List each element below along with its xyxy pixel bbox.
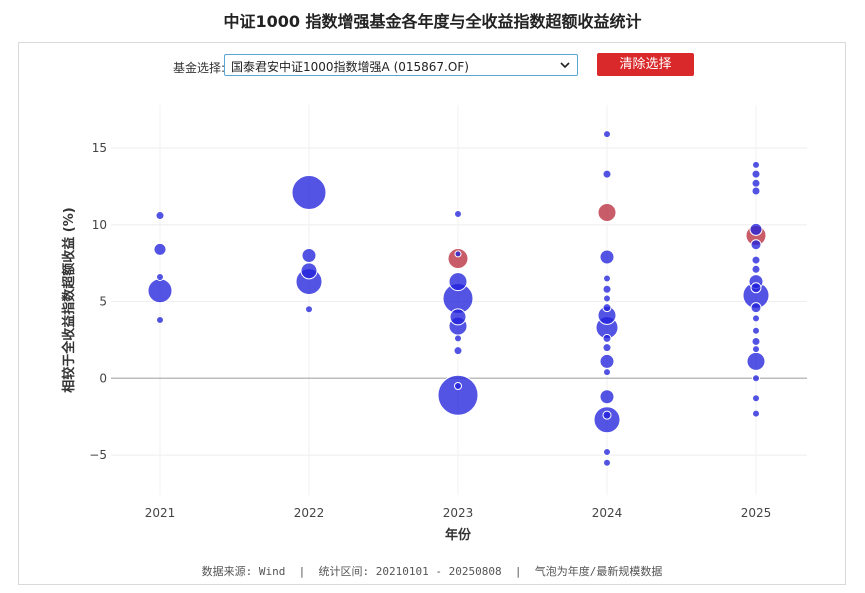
fund-controls: 基金选择: 国泰君安中证1000指数增强A (015867.OF) 清除选择 xyxy=(19,43,845,87)
bubble xyxy=(449,308,467,326)
bubble xyxy=(156,315,164,324)
bubble xyxy=(453,346,463,356)
x-tick-label: 2025 xyxy=(741,506,772,520)
bubble xyxy=(751,169,761,179)
y-tick-label: −5 xyxy=(89,448,107,462)
bubble xyxy=(751,264,761,274)
bubble xyxy=(746,351,766,371)
fund-select-value: 国泰君安中证1000指数增强A (015867.OF) xyxy=(231,60,469,74)
bubble xyxy=(301,247,317,263)
bubble xyxy=(750,302,762,314)
clear-selection-button[interactable]: 清除选择 xyxy=(597,53,694,76)
y-tick-label: 5 xyxy=(99,295,107,309)
bubble xyxy=(155,211,165,221)
y-tick-label: 0 xyxy=(99,371,107,385)
bubble xyxy=(603,274,611,283)
bubble xyxy=(602,169,612,179)
bubble xyxy=(454,210,462,219)
bubble xyxy=(454,334,462,343)
bubble xyxy=(599,353,615,369)
bubble xyxy=(437,374,479,416)
bubble xyxy=(291,175,327,211)
page-title: 中证1000 指数增强基金各年度与全收益指数超额收益统计 xyxy=(223,12,642,31)
bubble xyxy=(751,178,761,188)
bubble xyxy=(448,272,468,292)
bubble xyxy=(603,458,611,467)
bubble xyxy=(751,186,761,196)
bubbles xyxy=(147,130,770,467)
highlight-bubble xyxy=(447,248,469,270)
bubble xyxy=(603,368,611,377)
y-axis-label: 相较于全收益指数超额收益 (%) xyxy=(61,207,77,392)
bubble xyxy=(752,326,760,335)
bubble-chart: −5 0 5 10 15 2021 2022 2023 2024 2025 年份 相较于全收益指… xyxy=(61,105,807,543)
bubble xyxy=(599,389,615,405)
y-tick-label: 10 xyxy=(92,218,107,232)
bubble xyxy=(752,314,760,323)
x-tick-label: 2024 xyxy=(592,506,623,520)
bubble xyxy=(752,409,760,418)
x-tick-label: 2022 xyxy=(294,506,325,520)
bubble xyxy=(454,250,462,258)
bubble xyxy=(752,374,760,383)
bubble xyxy=(300,262,318,280)
bubble xyxy=(599,249,615,265)
bubble xyxy=(603,448,611,457)
bubble xyxy=(602,343,612,353)
chart-panel: 基金选择: 国泰君安中证1000指数增强A (015867.OF) 清除选择 −… xyxy=(18,42,846,585)
bubble xyxy=(602,303,612,313)
chevron-down-icon xyxy=(560,62,570,69)
bubble xyxy=(752,394,760,403)
bubble xyxy=(750,282,762,294)
bubble xyxy=(752,345,760,354)
bubble xyxy=(751,255,761,265)
bubble xyxy=(751,336,761,346)
bubble xyxy=(147,278,173,304)
y-tick-label: 15 xyxy=(92,141,107,155)
bubble xyxy=(153,242,167,256)
bubble xyxy=(750,239,762,251)
highlight-bubble xyxy=(597,202,617,222)
x-tick-label: 2023 xyxy=(443,506,474,520)
bubble xyxy=(602,333,612,343)
y-axis-ticks: −5 0 5 10 15 xyxy=(89,141,107,462)
bubble xyxy=(602,410,612,420)
bubble xyxy=(603,130,611,139)
bubble xyxy=(749,222,763,236)
bubble xyxy=(602,284,612,294)
fund-select[interactable]: 国泰君安中证1000指数增强A (015867.OF) xyxy=(224,54,578,76)
bubble xyxy=(752,160,760,169)
x-axis-ticks: 2021 2022 2023 2024 2025 xyxy=(145,506,772,520)
bubble xyxy=(593,406,621,434)
fund-select-label: 基金选择: xyxy=(173,61,226,75)
footer-note: 数据来源: Wind | 统计区间: 20210101 - 20250808 |… xyxy=(201,565,663,578)
bubble xyxy=(603,294,611,303)
bubble xyxy=(156,272,164,281)
bubble xyxy=(305,305,313,314)
bubble xyxy=(454,381,462,390)
x-tick-label: 2021 xyxy=(145,506,176,520)
x-axis-label: 年份 xyxy=(445,527,472,543)
